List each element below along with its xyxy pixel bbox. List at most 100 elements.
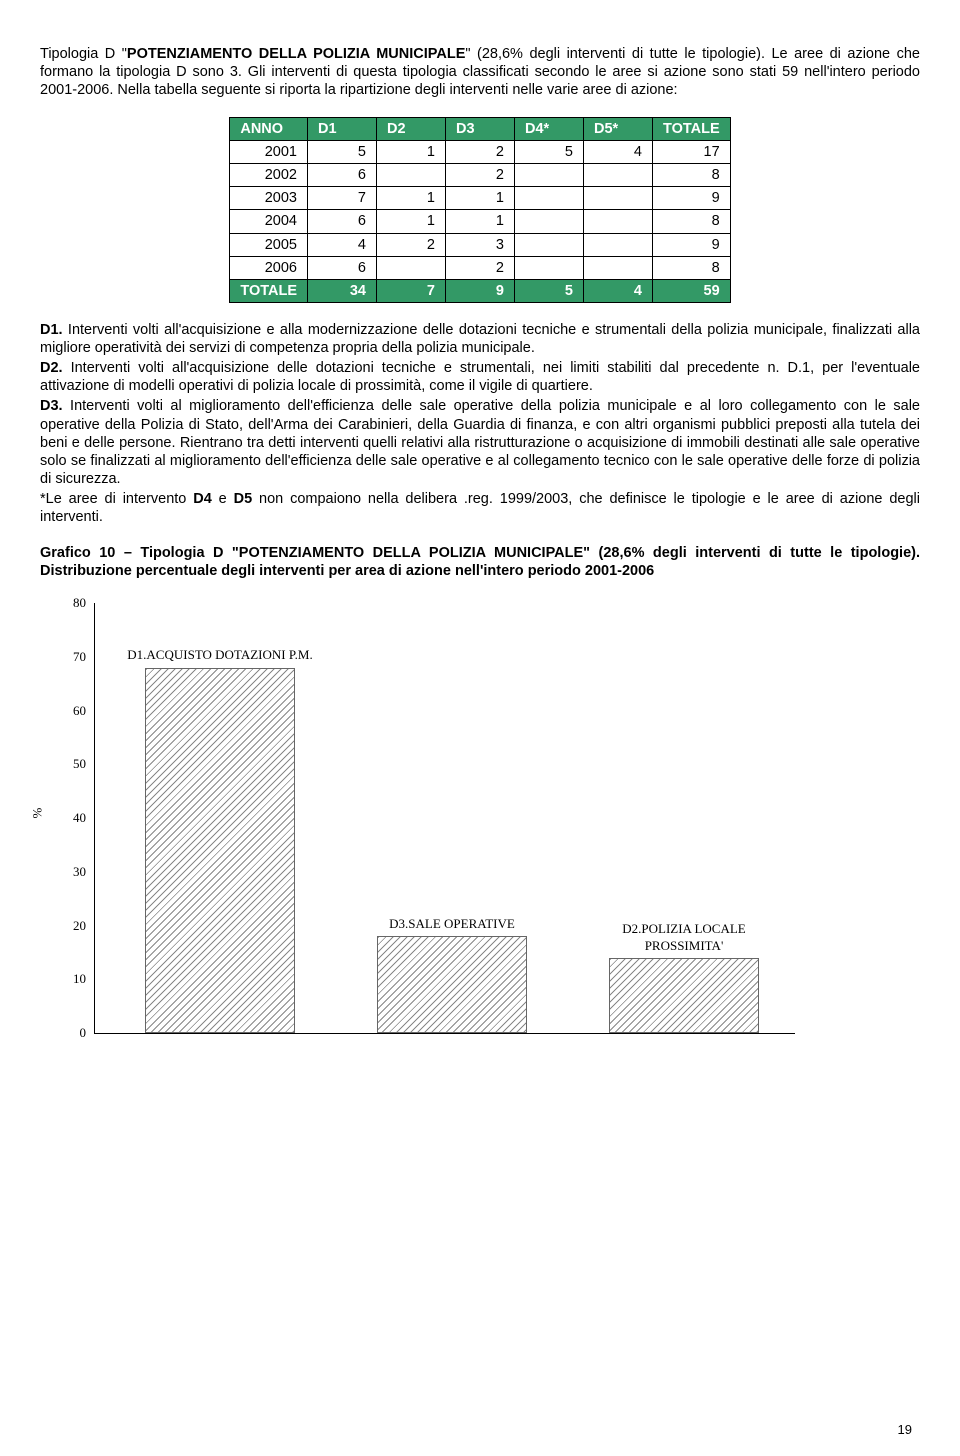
table-cell — [377, 164, 446, 187]
bar-chart: % 01020304050607080 D1.ACQUISTO DOTAZION… — [50, 595, 810, 1045]
d3-text: Interventi volti al miglioramento dell'e… — [40, 398, 920, 487]
table-row: 20026 2 8 — [230, 164, 730, 187]
table-cell: 3 — [446, 233, 515, 256]
th-totale: TOTALE — [653, 117, 731, 140]
d2-text: Interventi volti all'acquisizione delle … — [40, 360, 920, 394]
d1-text: Interventi volti all'acquisizione e alla… — [40, 322, 920, 356]
chart-plot-area: D1.ACQUISTO DOTAZIONI P.M.D3.SALE OPERAT… — [94, 603, 795, 1034]
table-totale-row: TOTALE 34 7 9 5 4 59 — [230, 279, 730, 302]
chart-bar — [145, 668, 295, 1034]
table-cell — [584, 233, 653, 256]
table-cell: 2005 — [230, 233, 308, 256]
def-note: *Le aree di intervento D4 e D5 non compa… — [40, 490, 920, 526]
table-cell — [515, 164, 584, 187]
y-tick-label: 0 — [64, 1025, 86, 1041]
tot-d4: 5 — [515, 279, 584, 302]
table-cell: 9 — [653, 233, 731, 256]
d3-label: D3. — [40, 398, 63, 414]
intro-title: POTENZIAMENTO DELLA POLIZIA MUNICIPALE — [127, 46, 465, 62]
table-cell: 2001 — [230, 141, 308, 164]
y-axis-label: % — [29, 808, 45, 819]
table-cell: 1 — [377, 210, 446, 233]
table-cell: 8 — [653, 256, 731, 279]
definitions-block: D1. Interventi volti all'acquisizione e … — [40, 321, 920, 526]
note-mid: e — [212, 491, 234, 507]
table-row: 20015125417 — [230, 141, 730, 164]
th-d3: D3 — [446, 117, 515, 140]
table-cell: 2003 — [230, 187, 308, 210]
table-header-row: ANNO D1 D2 D3 D4* D5* TOTALE — [230, 117, 730, 140]
table-cell: 1 — [377, 141, 446, 164]
y-tick-label: 50 — [64, 756, 86, 772]
th-d1: D1 — [308, 117, 377, 140]
table-row: 2005423 9 — [230, 233, 730, 256]
table-cell: 9 — [653, 187, 731, 210]
table-cell: 2 — [446, 256, 515, 279]
chart-bar — [377, 936, 527, 1033]
tot-d5: 4 — [584, 279, 653, 302]
tot-d1: 34 — [308, 279, 377, 302]
table-cell — [515, 256, 584, 279]
y-tick-label: 80 — [64, 595, 86, 611]
table-cell: 1 — [377, 187, 446, 210]
tot-label: TOTALE — [230, 279, 308, 302]
table-cell — [515, 210, 584, 233]
tot-tot: 59 — [653, 279, 731, 302]
th-d5: D5* — [584, 117, 653, 140]
table-cell: 2 — [446, 164, 515, 187]
note-prefix: *Le aree di intervento — [40, 491, 193, 507]
table-cell: 4 — [308, 233, 377, 256]
table-cell: 6 — [308, 164, 377, 187]
table-cell: 5 — [308, 141, 377, 164]
table-row: 20037119 — [230, 187, 730, 210]
chart-bar — [609, 958, 759, 1033]
table-cell: 8 — [653, 164, 731, 187]
table-cell — [584, 187, 653, 210]
page-number: 19 — [898, 1422, 912, 1438]
def-d2: D2. Interventi volti all'acquisizione de… — [40, 359, 920, 395]
table-cell: 2 — [377, 233, 446, 256]
note-d4: D4 — [193, 491, 212, 507]
grafico-title: Grafico 10 – Tipologia D "POTENZIAMENTO … — [40, 544, 920, 580]
y-tick-label: 40 — [64, 810, 86, 826]
y-tick-label: 30 — [64, 864, 86, 880]
table-row: 20066 2 8 — [230, 256, 730, 279]
tot-d2: 7 — [377, 279, 446, 302]
tot-d3: 9 — [446, 279, 515, 302]
table-cell: 4 — [584, 141, 653, 164]
def-d3: D3. Interventi volti al miglioramento de… — [40, 397, 920, 488]
table-cell: 2004 — [230, 210, 308, 233]
def-d1: D1. Interventi volti all'acquisizione e … — [40, 321, 920, 357]
table-cell — [377, 256, 446, 279]
table-cell: 2006 — [230, 256, 308, 279]
table-cell — [515, 187, 584, 210]
table-cell — [515, 233, 584, 256]
table-cell: 17 — [653, 141, 731, 164]
table-cell: 5 — [515, 141, 584, 164]
d1-label: D1. — [40, 322, 63, 338]
table-cell: 1 — [446, 210, 515, 233]
th-anno: ANNO — [230, 117, 308, 140]
th-d2: D2 — [377, 117, 446, 140]
y-tick-label: 20 — [64, 918, 86, 934]
table-cell — [584, 256, 653, 279]
table-cell: 8 — [653, 210, 731, 233]
table-cell — [584, 210, 653, 233]
y-tick-label: 60 — [64, 703, 86, 719]
y-tick-label: 10 — [64, 971, 86, 987]
intro-prefix: Tipologia D " — [40, 46, 127, 62]
table-cell — [584, 164, 653, 187]
data-table: ANNO D1 D2 D3 D4* D5* TOTALE 20015125417… — [229, 117, 730, 303]
table-row: 20046118 — [230, 210, 730, 233]
table-cell: 1 — [446, 187, 515, 210]
th-d4: D4* — [515, 117, 584, 140]
table-cell: 2002 — [230, 164, 308, 187]
table-cell: 6 — [308, 256, 377, 279]
y-tick-label: 70 — [64, 649, 86, 665]
chart-bar-label: D1.ACQUISTO DOTAZIONI P.M. — [125, 647, 315, 663]
table-cell: 6 — [308, 210, 377, 233]
table-cell: 2 — [446, 141, 515, 164]
chart-bar-label: D2.POLIZIA LOCALE PROSSIMITA' — [589, 921, 779, 954]
table-cell: 7 — [308, 187, 377, 210]
note-d5: D5 — [234, 491, 253, 507]
